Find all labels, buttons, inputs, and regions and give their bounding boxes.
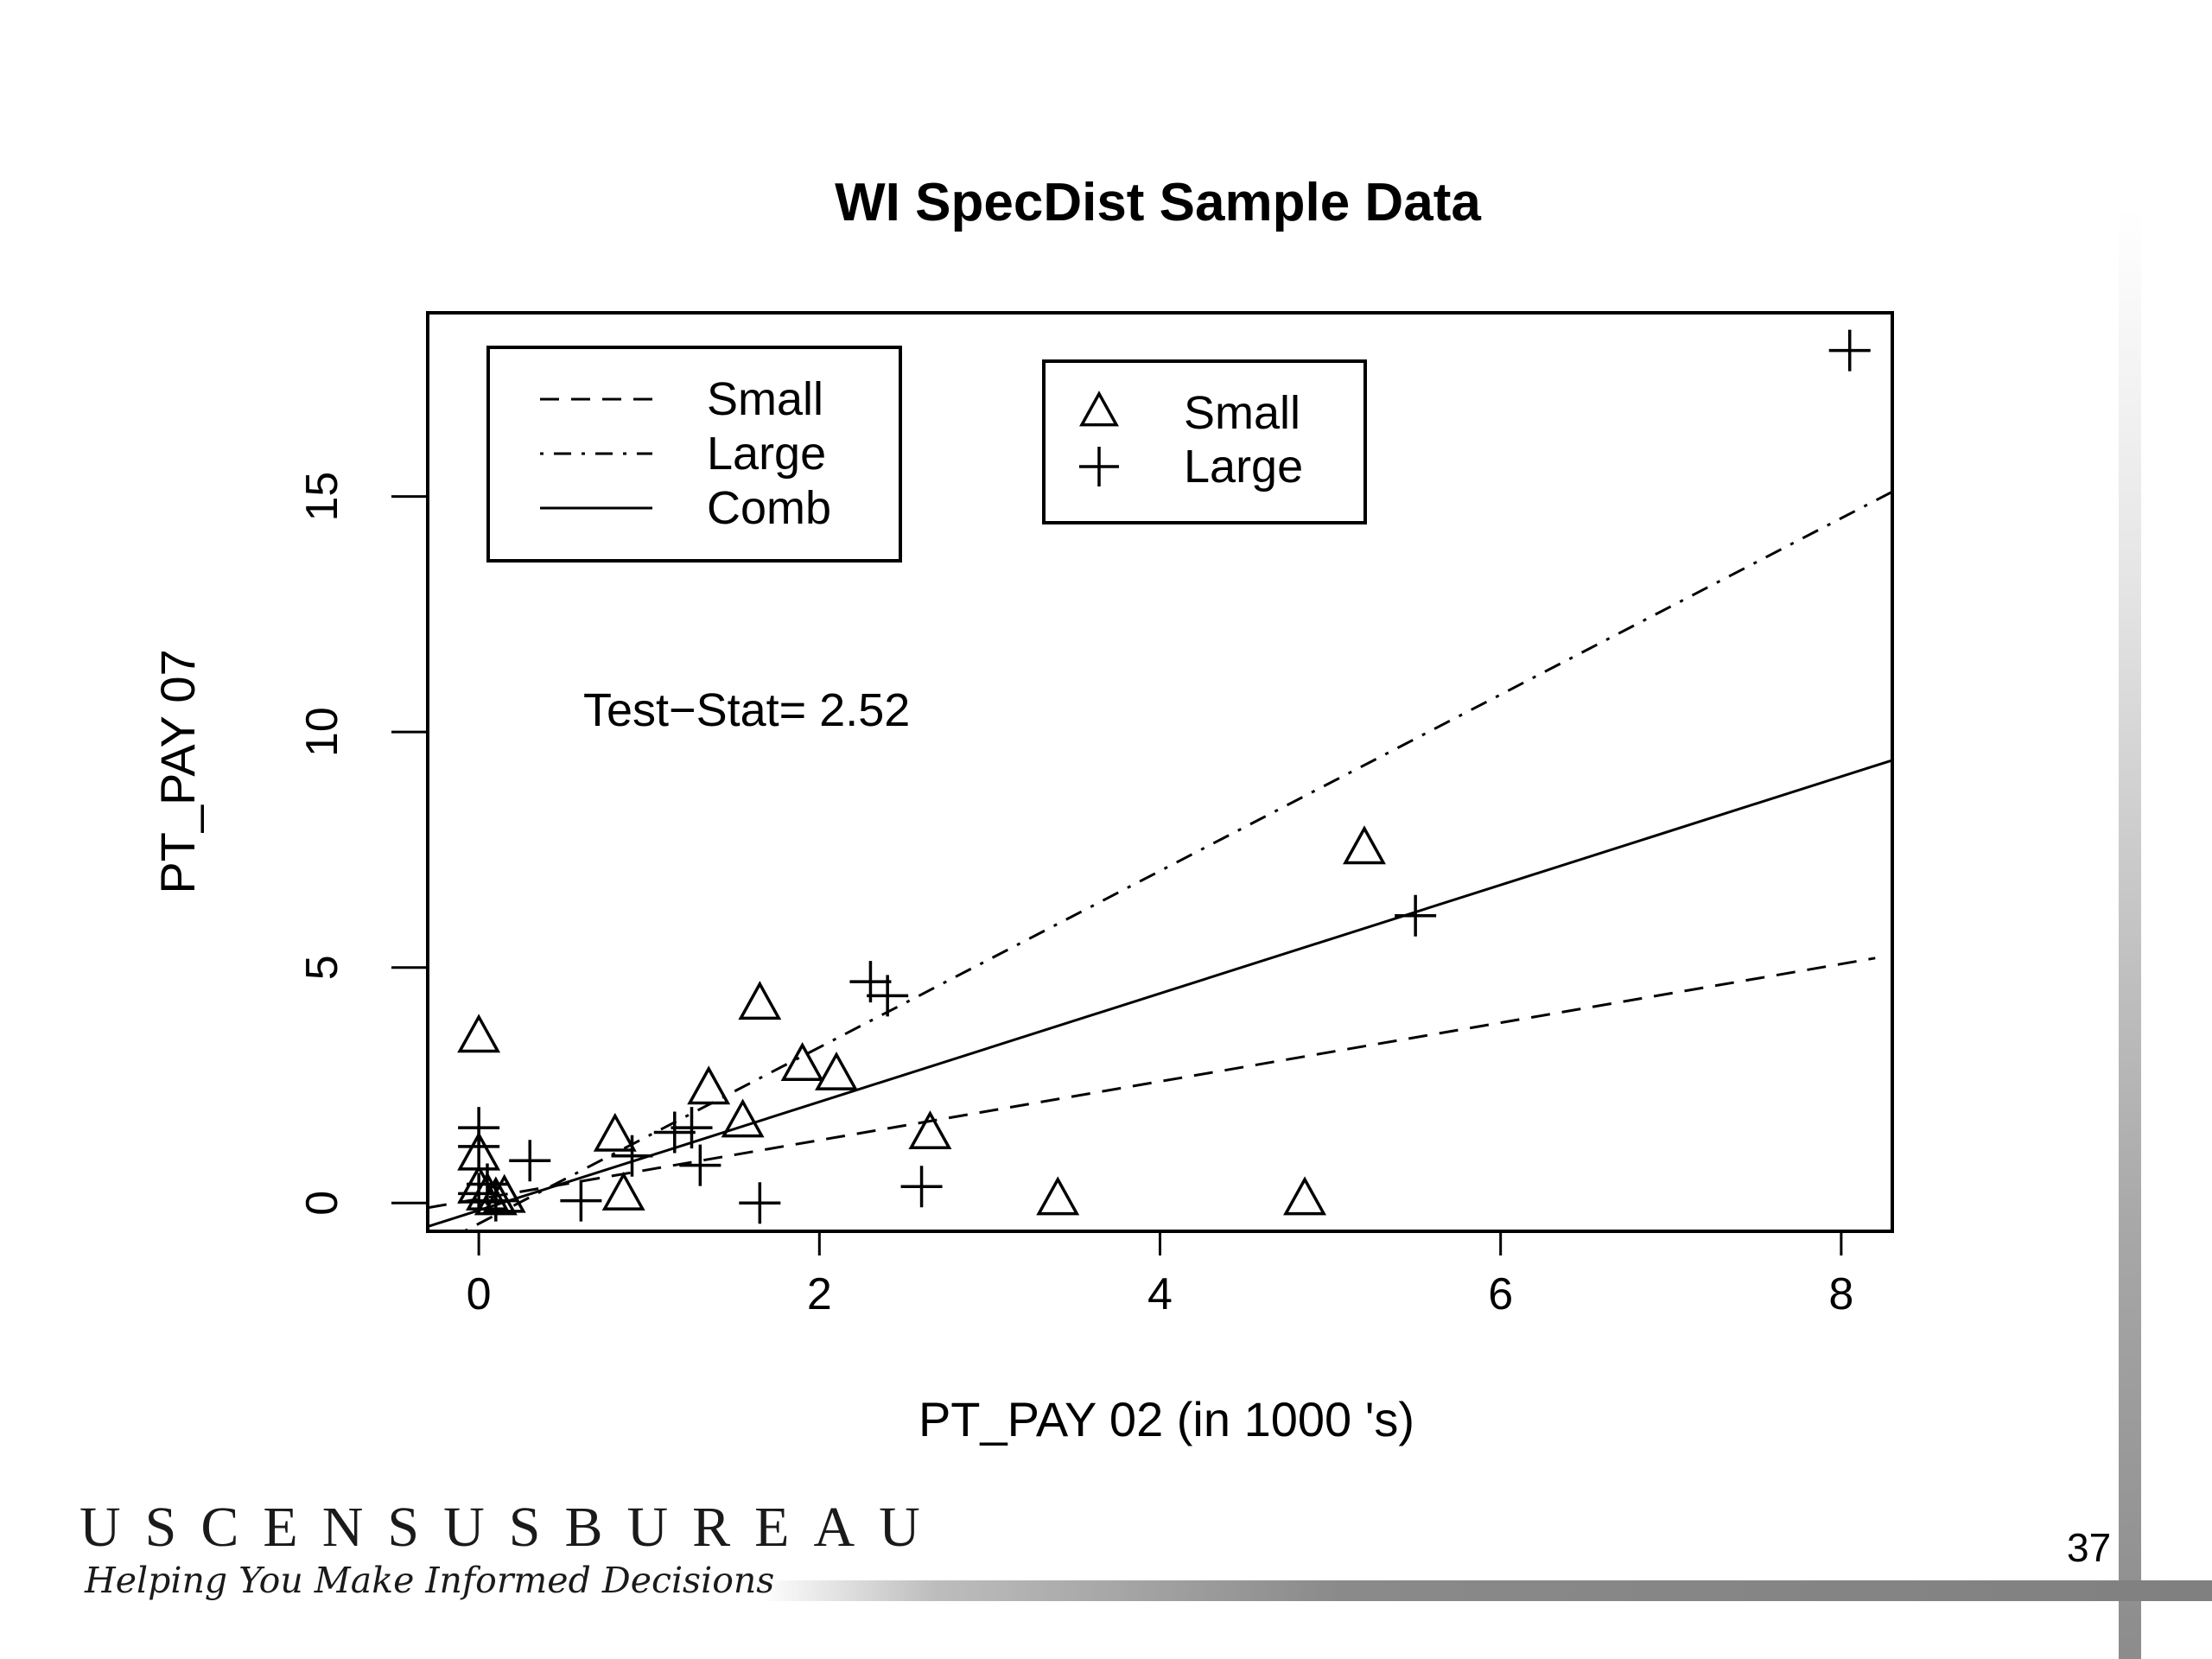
x-tick-label: 0 <box>467 1269 492 1319</box>
decorative-horizontal-bar <box>760 1580 2212 1601</box>
data-point-large <box>458 1125 500 1167</box>
data-point-small <box>601 1171 645 1211</box>
test-stat-annotation: Test−Stat= 2.52 <box>583 684 910 736</box>
line-legend-box <box>486 346 902 563</box>
fit-line-comb <box>428 759 1892 1228</box>
y-tick-label: 5 <box>297 955 347 980</box>
y-axis-label: PT_PAY 07 <box>150 649 205 893</box>
fit-line-small <box>428 957 1876 1210</box>
point-legend-box <box>1042 359 1367 524</box>
line-legend-label: Small <box>707 373 823 425</box>
chart-title: WI SpecDist Sample Data <box>835 173 1481 232</box>
data-point-large <box>900 1166 943 1208</box>
decorative-vertical-bar <box>2119 207 2141 1659</box>
x-tick-label: 2 <box>807 1269 832 1319</box>
y-tick-label: 10 <box>297 707 347 757</box>
x-tick-label: 4 <box>1147 1269 1173 1319</box>
data-point-large <box>474 1179 517 1222</box>
data-point-large <box>671 1107 713 1149</box>
data-point-large <box>458 1173 500 1215</box>
data-point-large <box>560 1179 602 1222</box>
x-tick-label: 8 <box>1828 1269 1853 1319</box>
data-point-small <box>1036 1176 1080 1216</box>
data-point-large <box>1828 329 1871 372</box>
data-point-large <box>867 975 909 1017</box>
data-point-small <box>815 1051 858 1090</box>
data-point-small <box>738 981 782 1020</box>
data-point-small <box>1283 1176 1327 1216</box>
legend-triangle-icon <box>1079 391 1119 427</box>
x-tick-label: 6 <box>1488 1269 1513 1319</box>
data-point-small <box>593 1112 637 1152</box>
data-point-small <box>721 1098 765 1138</box>
point-legend-label: Large <box>1184 441 1303 493</box>
data-point-large <box>653 1111 696 1154</box>
census-bureau-logo: USCENSUSBUREAU <box>79 1496 944 1559</box>
line-legend-label: Large <box>707 428 826 480</box>
page-number: 37 <box>2067 1525 2112 1570</box>
footer-tagline: Helping You Make Informed Decisions <box>85 1560 775 1601</box>
y-tick-label: 0 <box>297 1191 347 1216</box>
data-point-large <box>739 1182 781 1224</box>
data-point-large <box>611 1135 653 1177</box>
plot-area <box>428 329 1892 1231</box>
data-point-small <box>457 1014 501 1053</box>
legend-plus-icon <box>1079 447 1119 486</box>
data-point-large <box>679 1144 721 1186</box>
data-point-small <box>687 1065 731 1105</box>
data-point-small <box>780 1042 824 1082</box>
data-point-large <box>509 1140 551 1182</box>
data-point-large <box>1395 894 1437 937</box>
x-axis-label: PT_PAY 02 (in 1000 's) <box>918 1392 1414 1446</box>
fit-line-large <box>461 490 1892 1231</box>
point-legend-label: Small <box>1184 387 1300 439</box>
y-tick-label: 15 <box>297 472 347 522</box>
line-legend-label: Comb <box>707 482 831 534</box>
data-point-small <box>1343 825 1386 865</box>
data-point-large <box>466 1163 508 1205</box>
data-point-small <box>908 1110 952 1150</box>
